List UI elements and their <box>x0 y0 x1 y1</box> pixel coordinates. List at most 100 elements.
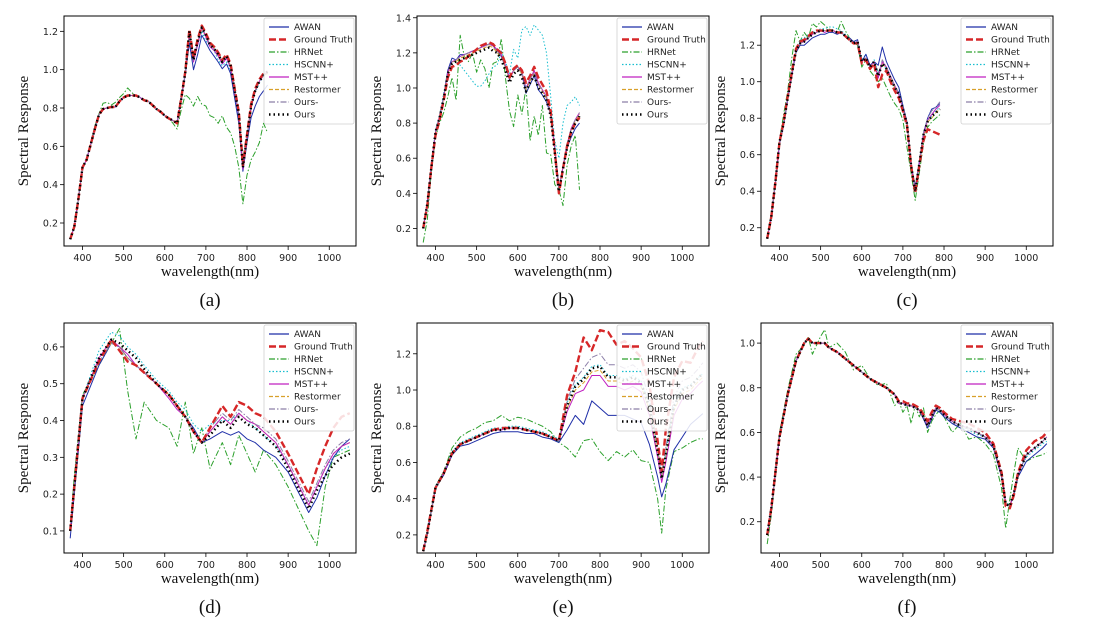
plot-frame <box>416 322 710 554</box>
series-line-ground-truth <box>422 41 581 229</box>
x-tick-label: 900 <box>279 253 297 264</box>
x-tick-label: 500 <box>468 560 486 571</box>
y-axis-label: Spectral Response <box>713 75 729 186</box>
x-tick-label: 400 <box>770 560 788 571</box>
series-line-restormer <box>766 30 941 239</box>
legend-label: HSCNN+ <box>991 61 1031 71</box>
legend-label: Restormer <box>294 393 341 403</box>
y-tick-label: 0.8 <box>396 422 411 433</box>
x-tick-label: 700 <box>197 560 215 571</box>
panel-caption: (f) <box>898 597 917 618</box>
y-tick-label: 0.8 <box>43 104 58 115</box>
legend-box <box>616 324 708 432</box>
series-line-hscnn- <box>69 30 268 240</box>
x-tick-label: 600 <box>156 253 174 264</box>
series-line-ours <box>766 29 941 239</box>
legend-label: Ours <box>294 111 315 121</box>
x-tick-label: 800 <box>935 253 953 264</box>
x-tick-label: 500 <box>468 253 486 264</box>
legend-label: Ours- <box>647 98 671 108</box>
y-tick-label: 1.0 <box>396 83 411 94</box>
y-axis-label: Spectral Response <box>16 382 32 493</box>
legend-label: Ground Truth <box>991 36 1050 46</box>
y-tick-label: 0.8 <box>740 114 755 125</box>
series-line-hscnn- <box>69 331 351 531</box>
x-tick-label: 400 <box>770 253 788 264</box>
plot-frame <box>760 322 1054 554</box>
y-tick-label: 0.4 <box>43 416 58 427</box>
series-line-ours <box>422 46 581 229</box>
y-tick-label: 0.4 <box>740 473 755 484</box>
x-tick-label: 800 <box>238 253 256 264</box>
legend-label: Ground Truth <box>647 36 706 46</box>
series-line-awan <box>766 31 941 239</box>
legend-label: AWAN <box>294 330 321 340</box>
legend-label: Ground Truth <box>294 36 353 46</box>
y-tick-label: 0.1 <box>43 526 58 537</box>
x-axis-label: wavelength(nm) <box>858 571 956 587</box>
y-tick-label: 0.5 <box>43 379 58 390</box>
y-tick-label: 0.2 <box>43 219 58 230</box>
x-tick-label: 600 <box>853 253 871 264</box>
x-axis-label: wavelength(nm) <box>514 571 612 587</box>
x-tick-label: 700 <box>550 253 568 264</box>
x-tick-label: 600 <box>156 560 174 571</box>
y-tick-label: 1.0 <box>43 65 58 76</box>
y-tick-label: 0.6 <box>396 458 411 469</box>
legend-label: Ours- <box>294 98 318 108</box>
legend-box <box>263 17 355 125</box>
legend-label: HSCNN+ <box>647 61 687 71</box>
legend-label: Ours- <box>647 405 671 415</box>
x-tick-label: 1000 <box>1014 560 1038 571</box>
series-line-ours <box>766 337 1048 536</box>
legend-label: Restormer <box>991 86 1038 96</box>
legend-label: HRNet <box>647 48 676 58</box>
series-line-hrnet <box>69 328 351 547</box>
y-tick-label: 1.2 <box>396 349 411 360</box>
y-tick-label: 0.2 <box>396 530 411 541</box>
legend-label: Ours- <box>991 405 1015 415</box>
y-tick-label: 0.2 <box>740 517 755 528</box>
series-line-restormer <box>69 27 268 240</box>
legend-label: Ours <box>647 418 668 428</box>
plot-frame <box>63 15 357 247</box>
y-tick-label: 1.0 <box>740 339 755 350</box>
plot-frame <box>416 15 710 247</box>
y-axis-label: Spectral Response <box>16 75 32 186</box>
legend-label: AWAN <box>647 330 674 340</box>
y-tick-label: 0.6 <box>740 150 755 161</box>
x-tick-label: 1000 <box>317 560 341 571</box>
y-tick-label: 0.4 <box>43 180 58 191</box>
legend-label: HRNet <box>294 48 323 58</box>
y-axis-label: Spectral Response <box>369 382 385 493</box>
legend-label: Ground Truth <box>991 343 1050 353</box>
x-tick-label: 900 <box>632 560 650 571</box>
y-tick-label: 0.6 <box>43 142 58 153</box>
legend-box <box>960 324 1052 432</box>
y-tick-label: 0.3 <box>43 453 58 464</box>
y-tick-label: 1.0 <box>740 77 755 88</box>
panel-f: 400 500 600 700 800 900 1000 0.2 0.4 0.6 0.8 1.0 AWA… <box>713 322 1054 618</box>
series-line-ours <box>69 26 269 240</box>
series-line-awan <box>422 400 704 552</box>
x-axis-label: wavelength(nm) <box>161 571 259 587</box>
x-tick-label: 600 <box>509 560 527 571</box>
x-axis-label: wavelength(nm) <box>858 264 956 280</box>
panel-caption: (b) <box>552 290 574 311</box>
x-tick-label: 400 <box>73 253 91 264</box>
legend-label: HRNet <box>991 355 1020 365</box>
legend-label: Ours <box>991 418 1012 428</box>
legend-label: Restormer <box>294 86 341 96</box>
legend-box <box>960 17 1052 125</box>
series-line-ours- <box>766 30 941 239</box>
legend-label: AWAN <box>991 330 1018 340</box>
panel-caption: (d) <box>199 597 221 618</box>
panel-caption: (c) <box>896 290 917 311</box>
x-tick-label: 400 <box>73 560 91 571</box>
y-tick-label: 1.2 <box>43 27 58 38</box>
x-axis-label: wavelength(nm) <box>161 264 259 280</box>
x-tick-label: 600 <box>509 253 527 264</box>
legend-label: MST++ <box>294 380 328 390</box>
legend-box <box>263 324 355 432</box>
y-axis-label: Spectral Response <box>713 382 729 493</box>
